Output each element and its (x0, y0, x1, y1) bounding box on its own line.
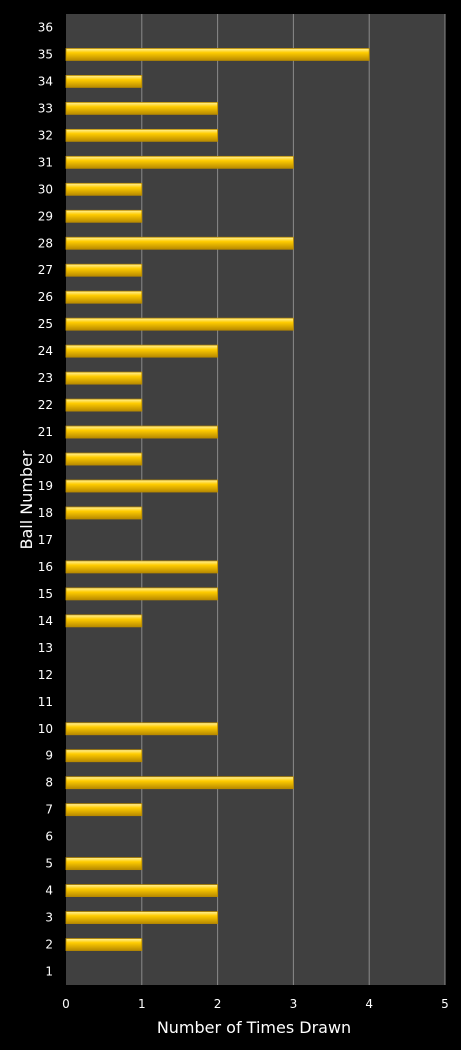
x-tick-label: 4 (365, 997, 373, 1011)
x-tick-label: 2 (214, 997, 222, 1011)
x-tick-labels: 0 1 2 3 4 5 (62, 997, 449, 1011)
y-tick-label: 20 (38, 452, 53, 466)
y-tick-label: 17 (38, 533, 53, 547)
bar-ball-30 (65, 182, 143, 196)
bar-ball-20 (65, 452, 143, 466)
y-tick-label: 8 (45, 776, 53, 790)
y-tick-label: 16 (38, 560, 53, 574)
y-tick-label: 7 (45, 803, 53, 817)
y-tick-label: 31 (38, 155, 53, 169)
bar-ball-27 (65, 263, 143, 277)
y-tick-label: 3 (45, 911, 53, 925)
y-tick-label: 34 (38, 74, 53, 88)
y-tick-label: 18 (38, 506, 53, 520)
bar-ball-3 (65, 911, 219, 924)
bar-ball-32 (65, 128, 219, 142)
y-tick-label: 33 (38, 101, 53, 115)
bar-ball-35 (65, 48, 370, 61)
y-tick-label: 11 (38, 695, 53, 709)
bar-ball-24 (65, 344, 219, 358)
bar-ball-16 (65, 560, 219, 574)
bar-ball-14 (65, 614, 143, 628)
y-tick-label: 24 (38, 344, 53, 358)
bar-ball-15 (65, 587, 219, 601)
bar-ball-18 (65, 506, 143, 520)
y-tick-label: 9 (45, 749, 53, 763)
y-tick-label: 25 (38, 317, 53, 331)
bar-ball-9 (65, 749, 143, 763)
bar-ball-8 (65, 776, 294, 790)
x-tick-label: 5 (441, 997, 449, 1011)
y-tick-label: 13 (38, 641, 53, 655)
y-tick-label: 23 (38, 371, 53, 385)
x-tick-label: 3 (290, 997, 298, 1011)
bar-ball-22 (65, 398, 143, 412)
bar-ball-29 (65, 209, 143, 223)
bars (65, 48, 370, 951)
y-tick-labels: 1234567891011121314151617181920212223242… (38, 20, 53, 978)
y-tick-label: 30 (38, 182, 53, 196)
bar-ball-21 (65, 425, 219, 439)
y-tick-label: 19 (38, 479, 53, 493)
y-tick-label: 14 (38, 614, 53, 628)
bar-ball-33 (65, 102, 219, 115)
bar-ball-34 (65, 75, 143, 88)
y-tick-label: 5 (45, 857, 53, 871)
y-tick-label: 1 (45, 965, 53, 979)
y-tick-label: 26 (38, 290, 53, 304)
x-tick-label: 0 (62, 997, 70, 1011)
grid-lines (141, 14, 446, 985)
y-tick-label: 29 (38, 209, 53, 223)
bar-ball-23 (65, 371, 143, 385)
x-axis-title: Number of Times Drawn (157, 1018, 351, 1037)
y-tick-label: 4 (45, 884, 53, 898)
bar-ball-4 (65, 884, 219, 897)
y-tick-label: 36 (38, 20, 53, 34)
y-tick-label: 32 (38, 128, 53, 142)
bar-ball-5 (65, 857, 143, 871)
bar-ball-10 (65, 722, 219, 736)
bar-ball-26 (65, 290, 143, 304)
bar-ball-19 (65, 479, 219, 493)
bar-ball-31 (65, 155, 294, 169)
bar-ball-28 (65, 236, 294, 250)
y-tick-label: 22 (38, 398, 53, 412)
y-tick-label: 27 (38, 263, 53, 277)
y-tick-label: 15 (38, 587, 53, 601)
y-tick-label: 12 (38, 668, 53, 682)
y-tick-label: 10 (38, 722, 53, 736)
y-tick-label: 6 (45, 830, 53, 844)
y-tick-label: 21 (38, 425, 53, 439)
y-axis-title: Ball Number (17, 450, 36, 549)
bar-ball-2 (65, 938, 143, 951)
bar-ball-7 (65, 803, 143, 817)
y-tick-label: 35 (38, 47, 53, 61)
y-tick-label: 2 (45, 938, 53, 952)
plot-area (66, 14, 445, 985)
bar-ball-25 (65, 317, 294, 331)
y-tick-label: 28 (38, 236, 53, 250)
x-tick-label: 1 (138, 997, 146, 1011)
